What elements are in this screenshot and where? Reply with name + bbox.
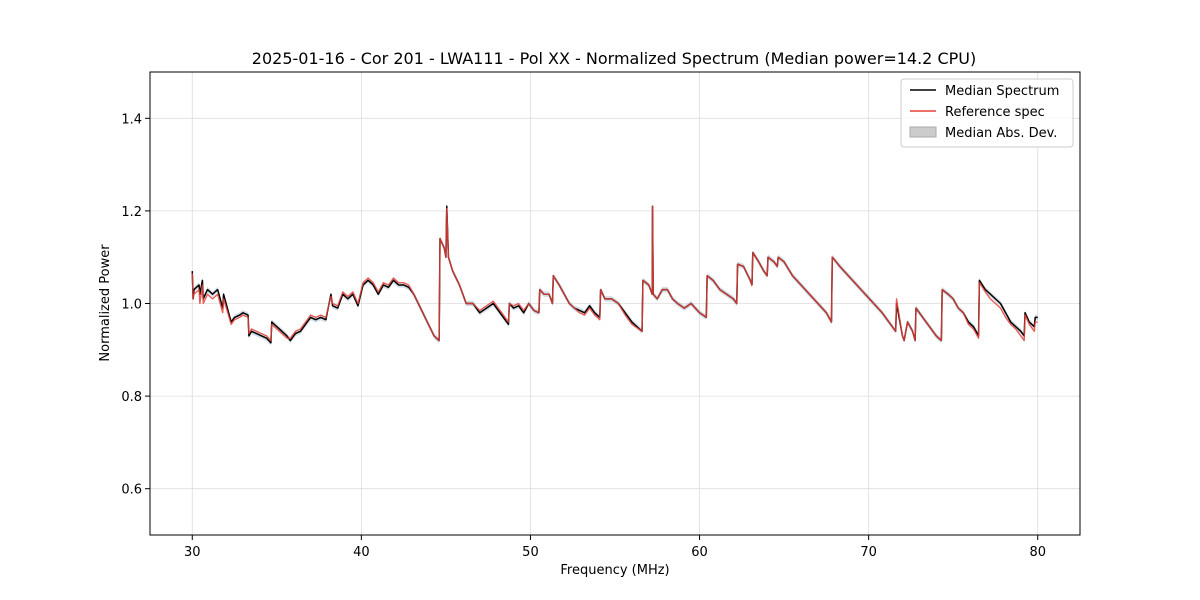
- x-axis-ticks: 30 40 50 60 70 80: [184, 535, 1046, 560]
- legend-median-label: Median Spectrum: [945, 84, 1059, 99]
- median-abs-dev-band: [192, 203, 1038, 346]
- grid: [150, 72, 1080, 535]
- legend-box: [900, 78, 1074, 148]
- y-tick-label: 0.8: [121, 390, 142, 405]
- reference-spec-line: [191, 205, 1038, 342]
- legend: Median Spectrum Reference spec Median Ab…: [900, 78, 1074, 148]
- chart-title: 2025-01-16 - Cor 201 - LWA111 - Pol XX -…: [252, 49, 976, 68]
- x-tick-label: 30: [184, 545, 201, 560]
- series-layer: [191, 205, 1038, 344]
- y-axis-label: Normalized Power: [98, 244, 113, 362]
- y-tick-label: 1.2: [121, 205, 142, 220]
- x-tick-label: 70: [860, 545, 877, 560]
- x-tick-label: 50: [522, 545, 539, 560]
- legend-reference-label: Reference spec: [945, 105, 1045, 120]
- y-tick-label: 0.6: [121, 483, 142, 498]
- y-axis-ticks: 0.6 0.8 1.0 1.2 1.4: [121, 112, 150, 498]
- x-axis-label: Frequency (MHz): [560, 563, 669, 578]
- x-tick-label: 40: [353, 545, 370, 560]
- mad-band-area: [192, 203, 1038, 346]
- legend-mad-swatch: [909, 126, 937, 138]
- median-spectrum-line: [191, 205, 1038, 344]
- x-tick-label: 80: [1029, 545, 1046, 560]
- y-tick-label: 1.4: [121, 112, 142, 127]
- x-tick-label: 60: [691, 545, 708, 560]
- legend-mad-label: Median Abs. Dev.: [945, 126, 1057, 141]
- y-tick-label: 1.0: [121, 298, 142, 313]
